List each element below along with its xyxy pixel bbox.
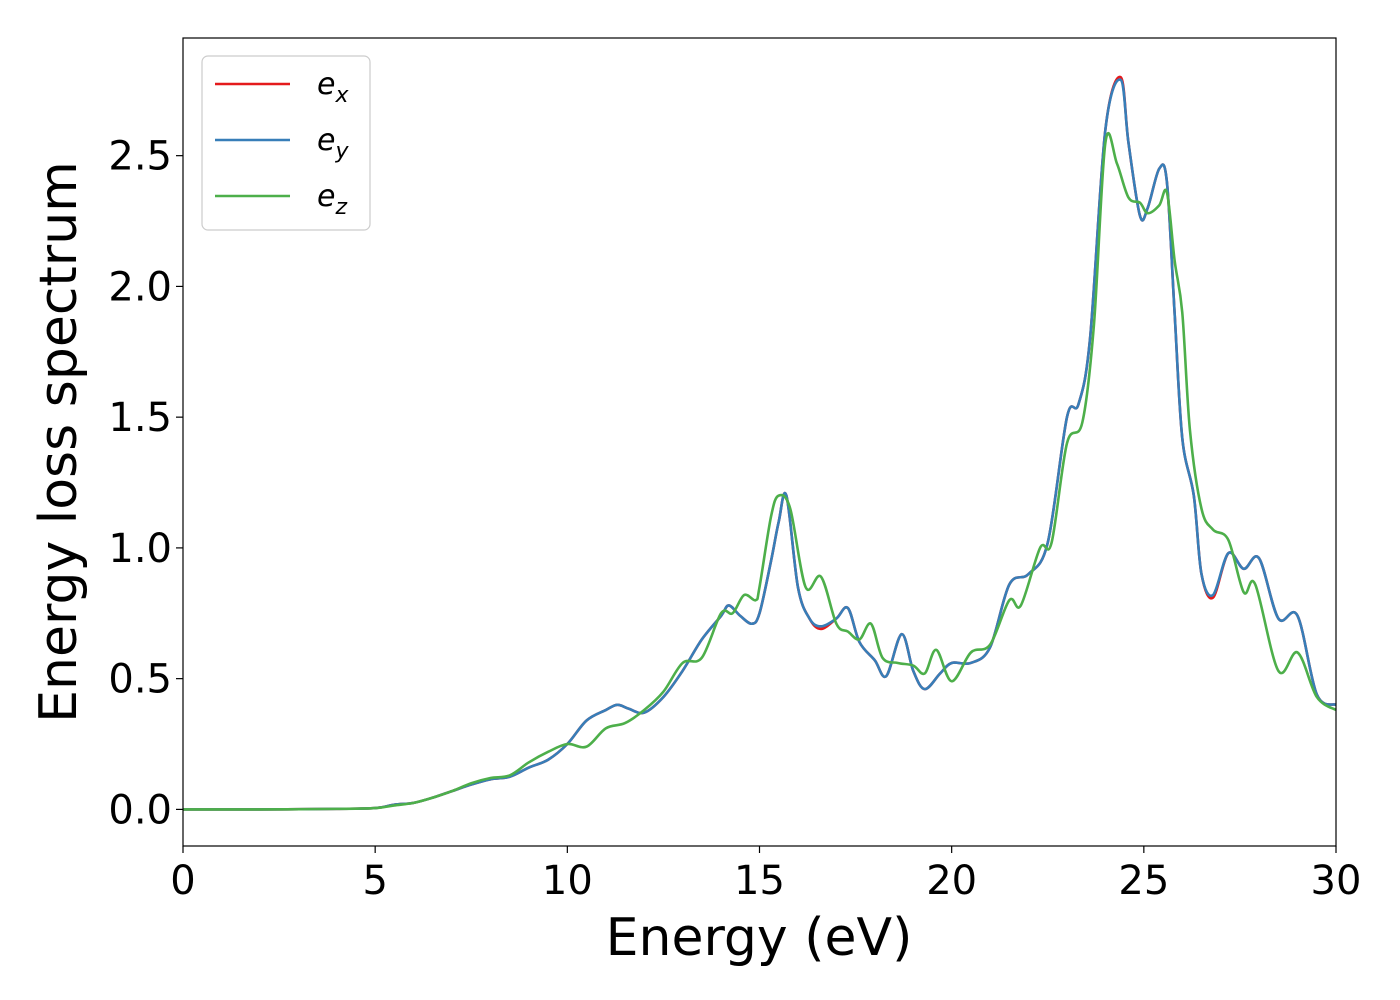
y-axis-label: Energy loss spectrum	[29, 161, 89, 723]
y-tick-label: 1.0	[108, 526, 172, 572]
x-tick-label: 5	[362, 858, 387, 904]
x-tick-label: 25	[1118, 858, 1169, 904]
series-line-y	[182, 78, 1337, 811]
series-line-z	[182, 131, 1337, 811]
x-tick-label: 0	[170, 858, 195, 904]
series-layer	[182, 75, 1337, 811]
x-tick-label: 20	[926, 858, 977, 904]
y-tick-label: 0.5	[108, 657, 172, 703]
x-tick-label: 30	[1311, 858, 1362, 904]
y-tick-label: 2.5	[108, 134, 172, 180]
x-tick-label: 15	[734, 858, 785, 904]
y-axis: 0.0 0.5 1.0 1.5 2.0 2.5	[108, 134, 183, 833]
legend-box	[201, 55, 371, 231]
y-tick-label: 1.5	[108, 395, 172, 441]
x-axis-label: Energy (eV)	[606, 908, 913, 968]
y-tick-label: 2.0	[108, 264, 172, 310]
x-axis: 0 5 10 15 20 25 30	[170, 846, 1361, 904]
x-tick-label: 10	[542, 858, 593, 904]
y-tick-label: 0.0	[108, 787, 172, 833]
